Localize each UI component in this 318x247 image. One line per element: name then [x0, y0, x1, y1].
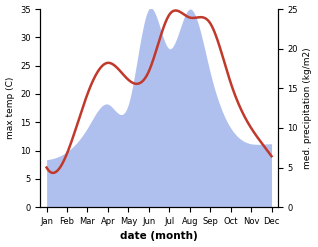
Y-axis label: med. precipitation (kg/m2): med. precipitation (kg/m2): [303, 47, 313, 169]
X-axis label: date (month): date (month): [120, 231, 198, 242]
Y-axis label: max temp (C): max temp (C): [5, 77, 15, 139]
